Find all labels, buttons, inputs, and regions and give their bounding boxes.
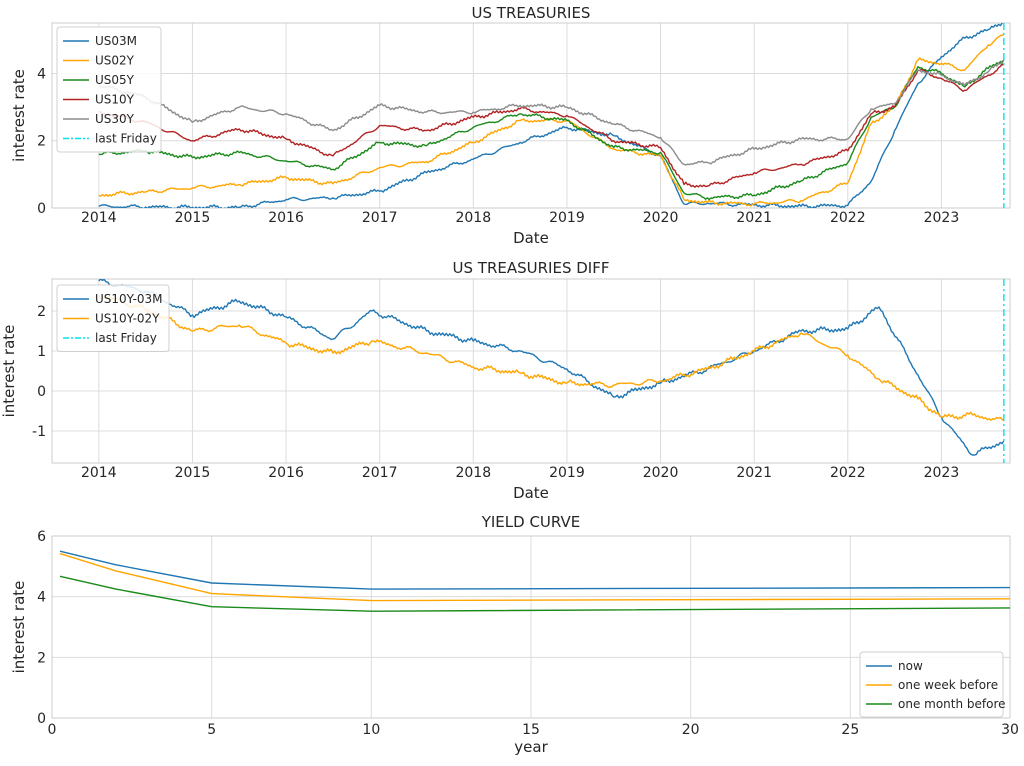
- y-tick-label: 0: [37, 201, 46, 217]
- y-axis-label: interest rate: [10, 581, 28, 674]
- plot-area: [52, 279, 1010, 463]
- legend-label: US30Y: [95, 112, 135, 126]
- y-axis-label: interest rate: [0, 325, 18, 418]
- legend-label: last Friday: [95, 331, 157, 345]
- chart-1: 2014 2015 2016 2017 2018 2019 2020 2021 2022 2023…: [10, 4, 1011, 247]
- legend-box: [859, 651, 1004, 718]
- x-axis-label: year: [514, 738, 548, 756]
- legend-label: last Friday: [95, 132, 157, 146]
- series-line-us10y-03m: [98, 279, 1005, 456]
- legend-box: [56, 284, 170, 352]
- y-tick-label: 2: [37, 134, 46, 150]
- series-line-us05y: [98, 59, 1005, 201]
- x-tick-label: 2020: [643, 465, 679, 481]
- plot-frame: [51, 535, 1011, 719]
- legend-label: US10Y-03M: [95, 292, 163, 306]
- series-group: [98, 279, 1005, 463]
- chart-title: YIELD CURVE: [481, 513, 581, 531]
- legend-label: US10Y: [95, 93, 135, 107]
- plot-frame: [51, 278, 1011, 464]
- x-tick-label: 15: [522, 722, 540, 738]
- x-tick-label: 20: [682, 722, 700, 738]
- chart-3: 0 5 10 15 20 25 30 0 2 4 6 YIELD CURVE year interest …: [10, 513, 1019, 756]
- legend-label: US05Y: [95, 73, 135, 87]
- series-group: [98, 23, 1005, 208]
- y-tick-label: 0: [37, 384, 46, 400]
- series-line-us30y: [98, 59, 1005, 166]
- x-tick-label: 2022: [830, 210, 866, 226]
- x-tick-label: 0: [48, 722, 57, 738]
- chart-title: US TREASURIES DIFF: [453, 259, 610, 277]
- x-tick-label: 2014: [81, 210, 117, 226]
- x-tick-label: 2023: [924, 465, 960, 481]
- x-tick-label: 2016: [268, 465, 304, 481]
- x-tick-label: 2018: [455, 210, 491, 226]
- legend-label: one week before: [898, 678, 998, 692]
- series-line-us10y-02y: [98, 294, 1005, 422]
- x-tick-label: 2019: [549, 465, 585, 481]
- legend-label: US03M: [95, 34, 137, 48]
- y-axis-label: interest rate: [10, 69, 28, 162]
- chart-2: 2014 2015 2016 2017 2018 2019 2020 2021 2022 2023…: [0, 259, 1011, 502]
- legend-label: one month before: [898, 697, 1006, 711]
- chart-title: US TREASURIES: [472, 4, 591, 22]
- legend-label: now: [898, 659, 923, 673]
- x-tick-label: 25: [841, 722, 859, 738]
- x-tick-label: 2017: [362, 210, 398, 226]
- x-tick-label: 30: [1001, 722, 1019, 738]
- x-tick-label: 2020: [643, 210, 679, 226]
- y-tick-label: 0: [37, 711, 46, 727]
- y-tick-label: 2: [37, 650, 46, 666]
- x-tick-label: 2021: [736, 210, 772, 226]
- x-axis-label: Date: [513, 229, 549, 247]
- x-tick-label: 2015: [175, 210, 211, 226]
- x-tick-label: 2022: [830, 465, 866, 481]
- y-tick-label: 4: [37, 590, 46, 606]
- x-tick-label: 2015: [175, 465, 211, 481]
- x-tick-label: 2018: [455, 465, 491, 481]
- series-line-now: [59, 550, 1010, 590]
- x-tick-label: 2017: [362, 465, 398, 481]
- y-tick-label: 4: [37, 66, 46, 82]
- x-tick-label: 2016: [268, 210, 304, 226]
- x-axis-label: Date: [513, 484, 549, 502]
- legend-box: [56, 26, 162, 153]
- x-tick-label: 10: [362, 722, 380, 738]
- legend-label: US02Y: [95, 54, 135, 68]
- x-tick-label: 2023: [924, 210, 960, 226]
- legend-label: US10Y-02Y: [95, 312, 160, 326]
- series-group: [59, 550, 1010, 612]
- series-line-us03m: [98, 23, 1004, 208]
- x-tick-label: 2019: [549, 210, 585, 226]
- x-tick-label: 2014: [81, 465, 117, 481]
- y-tick-label: 1: [37, 344, 46, 360]
- legend: US03M US02Y US05Y US10Y US30Y last Friday: [56, 26, 162, 153]
- series-line-one-month-before: [59, 575, 1010, 612]
- series-line-us10y: [98, 63, 1005, 188]
- x-tick-label: 2021: [736, 465, 772, 481]
- x-tick-label: 5: [207, 722, 216, 738]
- legend: US10Y-03M US10Y-02Y last Friday: [56, 284, 170, 352]
- y-tick-label: 6: [37, 529, 46, 545]
- y-tick-label: -1: [32, 424, 46, 440]
- plot-frame: [51, 22, 1011, 209]
- legend: now one week before one month before: [859, 651, 1006, 718]
- y-tick-label: 2: [37, 304, 46, 320]
- series-line-one-week-before: [59, 552, 1010, 602]
